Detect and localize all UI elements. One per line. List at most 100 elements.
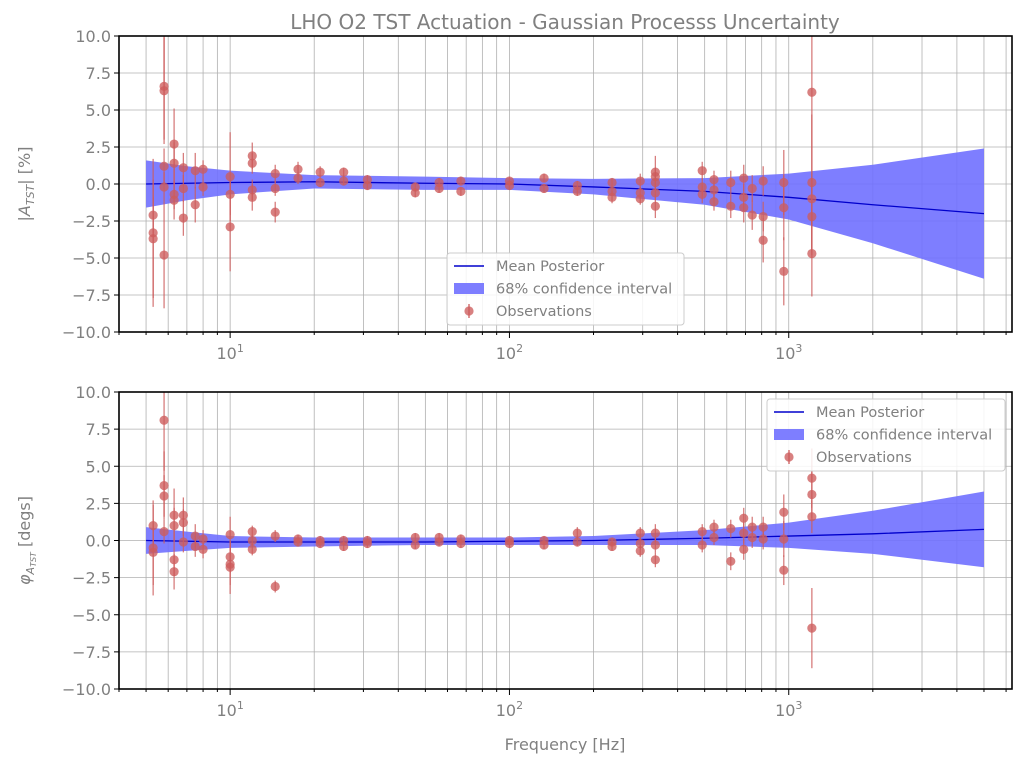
observation-point <box>247 544 257 555</box>
observation-point <box>709 185 719 195</box>
observation-point <box>434 537 444 547</box>
y-tick-label: −2.5 <box>72 212 111 231</box>
observation-point <box>410 540 420 550</box>
observation-point <box>293 164 303 174</box>
observation-point <box>697 166 707 176</box>
x-tick-label: 102 <box>496 699 523 720</box>
observation-point <box>148 234 158 244</box>
y-tick-label: 2.5 <box>86 494 111 513</box>
observation-point <box>225 222 235 232</box>
observation-point <box>159 161 169 171</box>
observation-point <box>434 183 444 194</box>
legend-points-swatch <box>464 306 474 316</box>
x-tick-label: 102 <box>496 342 523 363</box>
observation-point <box>807 512 817 522</box>
y-axis-label: φATST [degs] <box>15 496 38 585</box>
observation-point <box>178 537 188 547</box>
y-tick-label: −2.5 <box>72 569 111 588</box>
y-axis-label: |ATST| [%] <box>15 147 37 222</box>
observation-point <box>739 203 749 213</box>
observation-point <box>635 538 645 549</box>
observation-point <box>779 203 789 213</box>
observation-point <box>178 163 188 173</box>
observation-point <box>807 489 817 500</box>
observation-point <box>758 534 768 544</box>
observation-point <box>456 538 466 549</box>
observation-point <box>169 158 179 168</box>
axes-frame <box>118 391 1013 690</box>
legend: Mean Posterior 68% confidence interval Obs… <box>766 398 1006 472</box>
observation-point <box>726 201 736 211</box>
observation-point <box>247 526 257 537</box>
observation-point <box>779 565 789 575</box>
observation-point <box>247 158 257 168</box>
observation-point <box>726 524 736 534</box>
observation-point <box>159 250 169 260</box>
observation-point <box>779 507 789 517</box>
legend-entry-label: 68% confidence interval <box>816 428 992 444</box>
legend-box <box>446 252 685 326</box>
observation-point <box>807 87 817 97</box>
amplitude-panel: −10.0 −7.5 −5.0 −2.5 0.0 2.5 5.0 7.5 10.0 101 102 1… <box>15 27 1013 363</box>
observation-point <box>572 186 582 196</box>
observation-point <box>635 194 645 204</box>
y-tick-label: 7.5 <box>86 420 111 439</box>
observation-point <box>169 521 179 531</box>
observation-point <box>362 180 372 191</box>
observation-point <box>572 528 582 538</box>
y-tick-label: 0.0 <box>86 532 111 551</box>
observation-point <box>747 210 757 220</box>
observation-point <box>315 167 325 177</box>
mean-posterior-line <box>146 528 984 543</box>
legend-box <box>766 398 1006 472</box>
observation-point <box>779 266 789 276</box>
observation-point <box>650 540 660 550</box>
observation-point <box>339 176 349 186</box>
observation-point <box>270 169 280 179</box>
y-tick-label: 7.5 <box>86 64 111 83</box>
observation-point <box>504 180 515 191</box>
confidence-band <box>146 491 984 568</box>
observation-point <box>198 164 208 174</box>
x-tick-label: 103 <box>775 699 802 720</box>
observation-point <box>709 532 719 543</box>
observation-point <box>169 567 179 577</box>
observation-point <box>697 189 707 199</box>
observation-point <box>739 173 749 183</box>
observation-point <box>190 541 200 552</box>
y-tick-label: −10.0 <box>62 323 111 342</box>
observation-point <box>270 183 280 194</box>
observation-point <box>159 491 169 501</box>
observation-point <box>504 538 515 549</box>
legend: Mean Posterior 68% confidence interval Obs… <box>446 252 685 326</box>
observation-point <box>697 526 707 537</box>
observation-point <box>807 248 817 259</box>
y-tick-label: 5.0 <box>86 457 111 476</box>
observation-point <box>607 541 617 552</box>
x-axis-label: Frequency [Hz] <box>505 735 626 754</box>
observation-point <box>747 532 757 543</box>
observation-point <box>339 167 349 177</box>
y-tick-label: 5.0 <box>86 101 111 120</box>
observation-point <box>539 540 549 550</box>
y-tick-label: 10.0 <box>75 27 111 46</box>
observation-point <box>709 522 719 532</box>
observation-point <box>539 173 549 183</box>
x-tick-label: 103 <box>775 342 802 363</box>
observation-point <box>758 522 768 532</box>
observation-point <box>779 534 789 544</box>
observation-point <box>247 192 257 202</box>
legend-entry-label: Observations <box>496 304 592 320</box>
observation-point <box>339 541 349 552</box>
y-tick-label: −7.5 <box>72 286 111 305</box>
observation-point <box>293 537 303 547</box>
observation-point <box>178 213 188 223</box>
observation-point <box>726 556 736 566</box>
observation-point <box>747 183 757 194</box>
observation-point <box>539 183 549 194</box>
y-tick-label: −5.0 <box>72 606 111 625</box>
legend-entry-label: 68% confidence interval <box>496 282 672 298</box>
observation-point <box>159 526 169 537</box>
observation-point <box>607 177 617 188</box>
